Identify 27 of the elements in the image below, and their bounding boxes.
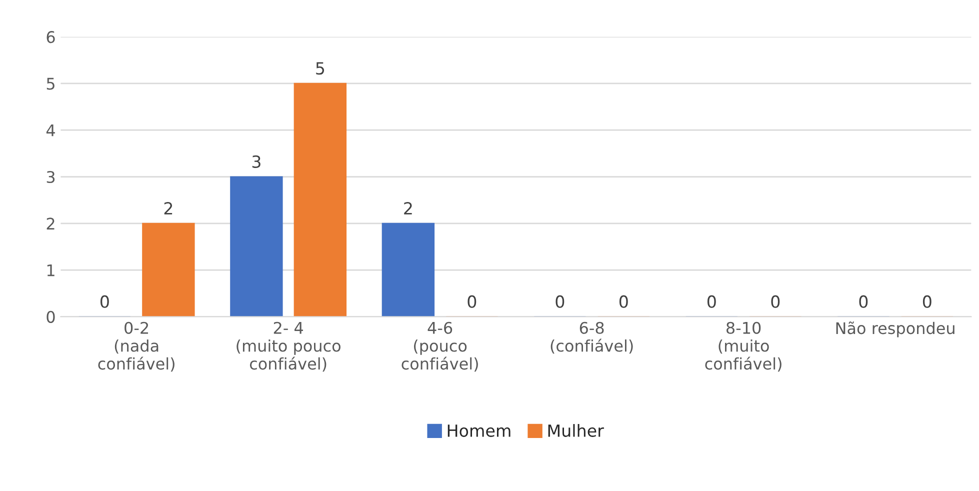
y-tick-label: 0 bbox=[46, 310, 55, 323]
data-label: 0 bbox=[468, 295, 476, 308]
y-tick-label: 5 bbox=[46, 78, 54, 90]
data-label: 0 bbox=[556, 295, 564, 308]
data-label: 0 bbox=[771, 295, 780, 308]
data-label: 2 bbox=[404, 202, 412, 214]
legend-label: Mulher bbox=[548, 424, 604, 437]
y-tick-label: 6 bbox=[46, 31, 55, 44]
data-label: 0 bbox=[922, 295, 932, 308]
data-label: 0 bbox=[619, 295, 628, 308]
x-tick-label: 6-8 (confiável) bbox=[550, 322, 633, 354]
y-tick-label: 3 bbox=[46, 170, 55, 184]
data-label: 2 bbox=[164, 202, 172, 214]
x-tick-label: 4-6 (pouco confiável) bbox=[402, 322, 478, 372]
x-tick-label: 0-2 (nada confiável) bbox=[98, 322, 174, 372]
data-label: 0 bbox=[100, 295, 109, 308]
x-tick-label: 2- 4 (muito pouco confiável) bbox=[236, 322, 340, 372]
x-tick-label: Não respondeu bbox=[836, 322, 954, 338]
y-tick-label: 4 bbox=[46, 124, 55, 136]
y-tick-label: 2 bbox=[46, 218, 54, 230]
y-tick-label: 1 bbox=[47, 264, 54, 276]
x-tick-label: 8-10 (muito confiável) bbox=[705, 322, 782, 372]
data-label: 0 bbox=[859, 295, 868, 308]
data-label: 3 bbox=[252, 155, 260, 168]
data-label: 0 bbox=[707, 295, 716, 308]
data-label: 5 bbox=[316, 62, 324, 75]
legend-label: Homem bbox=[448, 424, 510, 437]
